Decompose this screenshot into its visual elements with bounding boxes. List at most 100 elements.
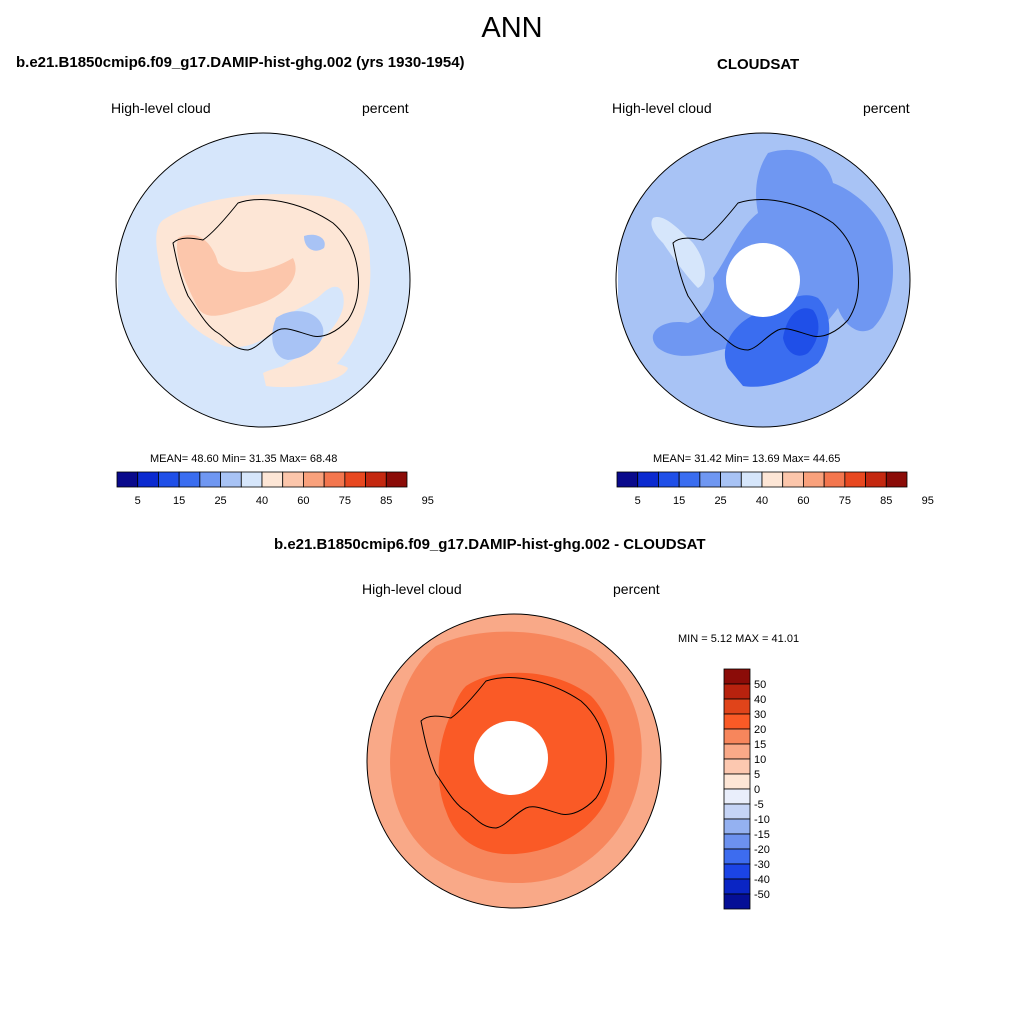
missing-data-region [474, 721, 548, 795]
low-cloud-region [651, 217, 705, 288]
panel-1-units-label: percent [362, 100, 409, 116]
panel-1-colorbar-color-swatch [116, 471, 139, 488]
panel-2-units-label: percent [863, 100, 910, 116]
panel-1-colorbar-color-swatch [137, 471, 159, 488]
panel-3-colorbar-color-swatch [723, 773, 751, 790]
panel-1-colorbar-tick-label: 75 [339, 495, 351, 507]
panel-1-colorbar-color-swatch [344, 471, 366, 488]
panel-2-colorbar-tick-label: 25 [714, 495, 726, 507]
panel-1-polar-map [115, 132, 411, 428]
panel-1-colorbar-color-swatch [199, 471, 221, 488]
panel-2-colorbar: 5 15 25 40 60 75 85 95 [616, 471, 934, 507]
season-title: ANN [481, 12, 543, 44]
panel-1-title: b.e21.B1850cmip6.f09_g17.DAMIP-hist-ghg.… [16, 54, 465, 71]
panel-2-colorbar-color-swatch [699, 471, 721, 488]
panel-1-colorbar: 5 15 25 40 60 75 85 95 [116, 471, 434, 507]
panel-3-colorbar-color-swatch [723, 818, 751, 835]
panel-3-colorbar-tick-label: 20 [754, 724, 766, 736]
panel-1-colorbar-color-swatch [220, 471, 242, 488]
panel-3-stats: MIN = 5.12 MAX = 41.01 [678, 633, 800, 645]
panel-2-colorbar-color-swatch [782, 471, 804, 488]
panel-3-colorbar-color-swatch [723, 668, 751, 685]
panel-2-colorbar-tick-label: 5 [635, 495, 641, 507]
panel-3-title: b.e21.B1850cmip6.f09_g17.DAMIP-hist-ghg.… [274, 536, 706, 553]
panel-3-polar-map [366, 613, 662, 909]
panel-1-colorbar-tick-label: 5 [135, 495, 141, 507]
panel-2-variable-label: High-level cloud [612, 100, 712, 116]
panel-3-colorbar-tick-label: 0 [754, 784, 760, 796]
panel-2-polar-map [615, 132, 911, 428]
panel-3-colorbar-color-swatch [723, 683, 751, 700]
panel-2-colorbar-tick-label: 85 [880, 495, 892, 507]
panel-3-colorbar-color-swatch [723, 788, 751, 805]
panel-3-colorbar-color-swatch [723, 893, 751, 910]
panel-3-colorbar-color-swatch [723, 728, 751, 745]
panel-1-colorbar-tick-label: 95 [422, 495, 434, 507]
panel-3-colorbar-tick-label: -15 [754, 829, 770, 841]
panel-1-colorbar-color-swatch [323, 471, 346, 488]
coastline [172, 199, 359, 351]
panel-2-colorbar-color-swatch [885, 471, 908, 488]
panel-3-colorbar-color-swatch [723, 833, 751, 850]
panel-3-units-label: percent [613, 581, 660, 597]
panel-3-colorbar-tick-label: 30 [754, 709, 766, 721]
panel-3-colorbar-tick-label: 40 [754, 694, 766, 706]
panel-3-colorbar-tick-label: 5 [754, 769, 760, 781]
panel-2-colorbar-color-swatch [637, 471, 659, 488]
panel-1-colorbar-color-swatch [158, 471, 180, 488]
panel-1-colorbar-tick-label: 15 [173, 495, 185, 507]
coastline [672, 199, 859, 351]
panel-1-colorbar-color-swatch [178, 471, 201, 488]
panel-1-colorbar-color-swatch [282, 471, 304, 488]
panel-2-colorbar-color-swatch [823, 471, 846, 488]
cool-anomaly-region [304, 234, 325, 251]
panel-3-colorbar-color-swatch [723, 848, 751, 865]
panel-3-colorbar-tick-label: -10 [754, 814, 770, 826]
panel-1-colorbar-color-swatch [303, 471, 325, 488]
panel-2-title: CLOUDSAT [717, 56, 800, 73]
panel-3-colorbar-tick-label: 50 [754, 679, 766, 691]
panel-3-colorbar-color-swatch [723, 743, 751, 760]
panel-3-colorbar-tick-label: -50 [754, 889, 770, 901]
coastline [420, 677, 607, 829]
panel-3-colorbar-color-swatch [723, 863, 751, 880]
panel-2-colorbar-color-swatch [616, 471, 639, 488]
panel-2-colorbar-color-swatch [678, 471, 701, 488]
panel-2-colorbar-tick-label: 15 [673, 495, 685, 507]
map-boundary [115, 132, 411, 428]
panel-1-colorbar-tick-label: 85 [380, 495, 392, 507]
panel-2-colorbar-color-swatch [844, 471, 866, 488]
panel-3-colorbar-tick-label: -5 [754, 799, 764, 811]
panel-1-variable-label: High-level cloud [111, 100, 211, 116]
panel-3-colorbar-color-swatch [723, 698, 751, 715]
panel-2-colorbar-color-swatch [720, 471, 742, 488]
cool-anomaly-region [272, 311, 324, 360]
panel-1-colorbar-tick-label: 40 [256, 495, 268, 507]
panel-2-colorbar-color-swatch [803, 471, 825, 488]
panel-2-colorbar-tick-label: 95 [922, 495, 934, 507]
panel-1-colorbar-color-swatch [261, 471, 284, 488]
panel-2-colorbar-color-swatch [761, 471, 784, 488]
panel-2-colorbar-tick-label: 40 [756, 495, 768, 507]
panel-2-stats: MEAN= 31.42 Min= 13.69 Max= 44.65 [653, 453, 841, 465]
panel-3-colorbar-color-swatch [723, 758, 751, 775]
panel-1-colorbar-tick-label: 25 [214, 495, 226, 507]
panel-3-variable-label: High-level cloud [362, 581, 462, 597]
panel-1-colorbar-color-swatch [240, 471, 263, 488]
panel-3-colorbar-tick-label: -30 [754, 859, 770, 871]
map-boundary [366, 613, 662, 909]
panel-1-colorbar-color-swatch [385, 471, 408, 488]
panel-2-colorbar-tick-label: 75 [839, 495, 851, 507]
panel-3-colorbar-color-swatch [723, 803, 751, 820]
panel-2-colorbar-color-swatch [865, 471, 887, 488]
peach-core-region [177, 234, 296, 316]
panel-2-colorbar-tick-label: 60 [797, 495, 809, 507]
panel-3-colorbar-tick-label: 10 [754, 754, 766, 766]
panel-3-colorbar-color-swatch [723, 713, 751, 730]
panel-3-colorbar-tick-label: -40 [754, 874, 770, 886]
panel-2-colorbar-color-swatch [658, 471, 680, 488]
map-boundary [615, 132, 911, 428]
panel-3-colorbar-tick-label: 15 [754, 739, 766, 751]
panel-3-colorbar-color-swatch [723, 878, 751, 895]
